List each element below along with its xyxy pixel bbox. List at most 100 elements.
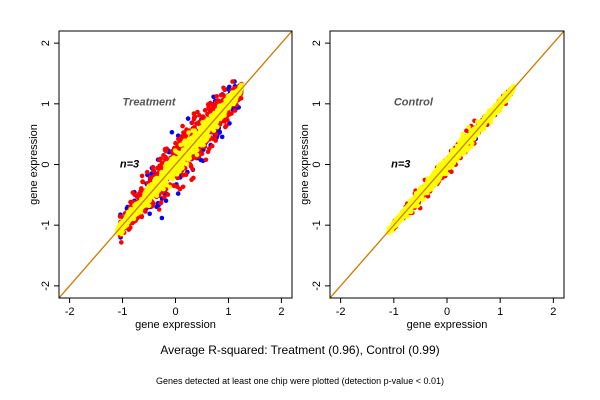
y-tick-label: -1	[311, 220, 323, 230]
x-tick-label: -2	[336, 306, 346, 318]
identity-line	[330, 31, 564, 298]
data-point	[229, 111, 234, 116]
data-point	[155, 186, 160, 192]
data-point	[186, 130, 191, 135]
data-point	[164, 161, 170, 166]
data-point	[193, 130, 198, 136]
data-point	[475, 119, 480, 125]
data-point	[203, 157, 209, 163]
n-annotation: n=3	[391, 159, 410, 171]
data-point	[162, 194, 167, 200]
data-point	[172, 148, 178, 153]
data-point	[194, 144, 199, 149]
data-point	[139, 186, 144, 191]
data-point	[461, 150, 466, 155]
data-point	[210, 136, 216, 142]
data-point	[208, 120, 213, 126]
y-tick-label: 1	[40, 101, 52, 107]
y-tick-label: -2	[40, 281, 52, 291]
data-point	[171, 183, 176, 188]
n-annotation: n=3	[120, 159, 139, 171]
data-point	[222, 119, 227, 124]
data-point	[164, 146, 169, 151]
data-point	[185, 116, 191, 121]
data-point	[205, 111, 210, 117]
data-point	[466, 124, 471, 130]
data-point	[453, 147, 459, 153]
data-point	[169, 130, 175, 135]
data-point	[119, 240, 124, 245]
y-axis-label: gene expression	[28, 124, 40, 205]
data-point	[175, 175, 180, 181]
data-point	[184, 144, 189, 149]
data-point	[132, 213, 138, 218]
data-point	[449, 169, 454, 175]
data-point	[405, 214, 411, 219]
data-point	[169, 156, 174, 162]
data-point	[488, 117, 493, 122]
y-tick-label: 0	[40, 161, 52, 167]
data-point	[190, 150, 196, 155]
data-point	[124, 222, 130, 228]
data-point	[187, 155, 192, 161]
data-point	[159, 170, 165, 175]
data-point	[434, 169, 439, 174]
y-tick-label: 2	[311, 40, 323, 46]
data-point	[158, 200, 164, 205]
x-tick-label: -2	[65, 306, 75, 318]
x-tick-label: 0	[172, 306, 178, 318]
data-point	[202, 108, 208, 113]
data-point	[446, 155, 452, 161]
data-point	[159, 215, 165, 221]
caption-detection-note: Genes detected at least one chip were pl…	[156, 376, 444, 386]
data-point	[162, 182, 167, 187]
data-point	[158, 156, 163, 161]
y-tick-label: 0	[311, 161, 323, 167]
data-point	[217, 130, 222, 135]
data-point	[211, 125, 217, 130]
data-point	[214, 94, 219, 99]
data-point	[180, 184, 186, 190]
plot-area	[59, 31, 292, 298]
data-point	[230, 79, 235, 84]
data-point	[158, 183, 164, 189]
y-tick-label: -2	[311, 281, 323, 291]
data-point	[176, 136, 181, 142]
data-point	[161, 153, 166, 158]
data-point	[156, 207, 162, 212]
y-axis-label: gene expression	[299, 124, 311, 205]
data-point	[150, 201, 155, 207]
data-point	[140, 204, 145, 209]
data-point	[180, 172, 186, 178]
data-point	[194, 147, 200, 153]
data-point	[222, 87, 227, 93]
data-point	[151, 168, 156, 173]
data-point	[207, 146, 212, 151]
data-point	[464, 128, 469, 133]
data-point	[412, 203, 418, 209]
data-point	[471, 133, 476, 138]
y-tick-label: -1	[40, 220, 52, 230]
data-point	[182, 131, 187, 137]
data-point	[195, 109, 200, 115]
data-point	[153, 180, 159, 185]
y-tick-label: 2	[40, 40, 52, 46]
data-point	[470, 141, 475, 146]
data-point	[435, 178, 441, 184]
data-point	[180, 123, 185, 129]
data-point	[190, 120, 195, 125]
group-annotation: Control	[394, 97, 434, 109]
group-annotation: Treatment	[123, 97, 177, 109]
data-point	[205, 102, 211, 107]
x-tick-label: 2	[278, 306, 284, 318]
data-point	[177, 165, 182, 171]
data-point	[150, 164, 156, 170]
data-point	[159, 160, 165, 166]
plot-area	[330, 31, 564, 298]
x-tick-label: -1	[118, 306, 128, 318]
x-axis-label: gene expression	[407, 319, 488, 331]
data-point	[189, 177, 194, 182]
data-point	[175, 133, 181, 138]
data-point	[147, 211, 152, 217]
